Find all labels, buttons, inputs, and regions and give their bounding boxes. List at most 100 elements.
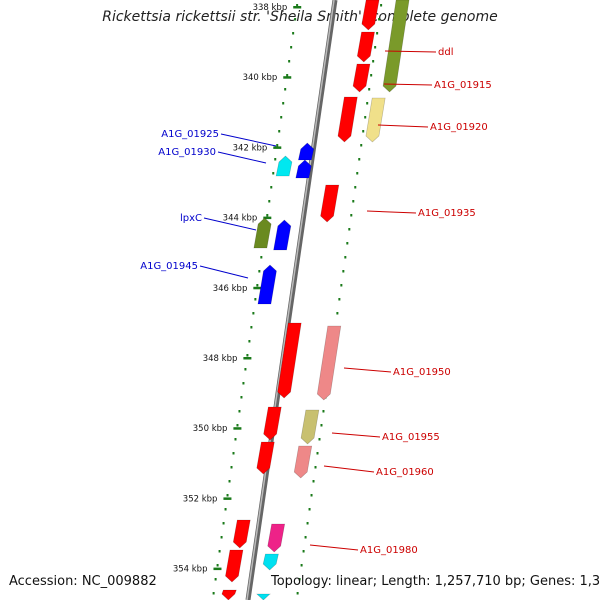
- ruler-dot: [240, 396, 243, 399]
- label-leader: [377, 124, 429, 128]
- feature-cyan: [275, 155, 293, 177]
- kbp-label: 350 kbp: [193, 424, 228, 434]
- ruler-dot: [232, 452, 235, 455]
- genome-backbone-highlight: [246, 0, 335, 600]
- ruler-dot: [260, 256, 263, 259]
- ruler-dot: [230, 466, 233, 469]
- ruler-dot: [234, 438, 237, 441]
- label-leader: [203, 217, 257, 231]
- ruler-dot: [346, 242, 349, 245]
- forward-cds: [256, 441, 275, 475]
- label-leader: [220, 133, 277, 147]
- kbp-tick: [283, 76, 292, 79]
- kbp-tick: [223, 497, 232, 500]
- ruler-dot: [300, 564, 303, 567]
- ruler-dot: [376, 32, 379, 35]
- kbp-tick: [293, 6, 302, 9]
- ruler-dot: [338, 298, 341, 301]
- gene-label-a1g-01920: A1G_01920: [430, 122, 488, 133]
- label-leader: [331, 432, 381, 438]
- reverse-cds: [295, 159, 312, 179]
- ruler-dot: [362, 130, 365, 133]
- forward-cds: [361, 0, 380, 31]
- ruler-dot: [348, 228, 351, 231]
- forward-cds: [232, 519, 251, 549]
- ruler-dot: [248, 340, 251, 343]
- forward-cds: [320, 184, 340, 223]
- kbp-tick: [273, 146, 282, 149]
- ruler-dot: [380, 4, 383, 7]
- ruler-dot: [306, 522, 309, 525]
- ruler-dot: [250, 326, 253, 329]
- ruler-dot: [370, 74, 373, 77]
- feature-pale-yellow: [365, 97, 386, 143]
- ruler-dot: [224, 508, 227, 511]
- ruler-dot: [284, 88, 287, 91]
- feature-olive: [382, 0, 410, 93]
- kbp-tick: [243, 357, 252, 360]
- label-leader: [217, 151, 267, 164]
- kbp-label: 344 kbp: [223, 214, 258, 224]
- ruler-dot: [226, 494, 229, 497]
- ruler-dot: [340, 284, 343, 287]
- ruler-dot: [222, 522, 225, 525]
- ruler-dot: [304, 536, 307, 539]
- ruler-dot: [316, 452, 319, 455]
- kbp-label: 338 kbp: [253, 3, 288, 13]
- kbp-label: 340 kbp: [243, 73, 278, 83]
- ruler-dot: [342, 270, 345, 273]
- feature-magenta: [267, 523, 286, 553]
- ruler-dot: [354, 186, 357, 189]
- kbp-label: 342 kbp: [233, 143, 268, 153]
- kbp-label: 354 kbp: [173, 565, 208, 575]
- feature-khaki: [300, 409, 320, 445]
- ruler-dot: [218, 550, 221, 553]
- ruler-dot: [214, 578, 217, 581]
- ruler-dot: [302, 550, 305, 553]
- kbp-ticks: 338 kbp 340 kbp 342 kbp 344 kbp 346 kbp 348 k…: [173, 3, 302, 575]
- feature-pink: [316, 325, 342, 401]
- gene-label-a1g-01925: A1G_01925: [161, 129, 219, 140]
- ruler-dot: [344, 256, 347, 259]
- ruler-dot: [216, 564, 219, 567]
- ruler-dot: [368, 88, 371, 91]
- ruler-dot: [278, 130, 281, 133]
- label-leader: [366, 210, 417, 214]
- ruler-dot: [352, 200, 355, 203]
- kbp-tick: [253, 286, 262, 290]
- ruler-dot: [282, 102, 285, 105]
- gene-label-a1g-01945: A1G_01945: [140, 261, 198, 272]
- ruler-dot: [364, 116, 367, 119]
- gene-label-a1g-01955: A1G_01955: [382, 432, 440, 443]
- ruler-dot: [312, 480, 315, 483]
- gene-label-ddl: ddl: [438, 47, 453, 58]
- ruler-dot: [252, 312, 255, 315]
- ruler-dot: [318, 438, 321, 441]
- ruler-dot: [258, 270, 261, 273]
- ruler-dot: [336, 312, 339, 315]
- ruler-dot: [212, 592, 215, 595]
- ruler-dot: [296, 4, 299, 7]
- ruler-dot: [372, 60, 375, 63]
- ruler-dot: [254, 298, 257, 301]
- kbp-label: 348 kbp: [203, 354, 238, 364]
- ruler-dot: [236, 424, 239, 427]
- ruler-dot: [322, 410, 325, 413]
- ruler-dot: [366, 102, 369, 105]
- kbp-tick: [213, 567, 222, 571]
- right-dotted-ruler: [296, 4, 383, 595]
- ruler-dot: [356, 172, 359, 175]
- ruler-dot: [276, 144, 279, 147]
- gene-label-lpxc: lpxC: [180, 213, 202, 224]
- kbp-tick: [233, 427, 242, 430]
- forward-cds: [225, 549, 244, 583]
- ruler-dot: [274, 158, 277, 161]
- ruler-dot: [238, 410, 241, 413]
- ruler-dot: [220, 536, 223, 539]
- forward-cds: [337, 96, 358, 143]
- forward-cds: [277, 322, 302, 399]
- feature-cyan: [256, 593, 271, 600]
- feature-cyan: [262, 553, 279, 571]
- gene-label-a1g-01930: A1G_01930: [158, 147, 216, 158]
